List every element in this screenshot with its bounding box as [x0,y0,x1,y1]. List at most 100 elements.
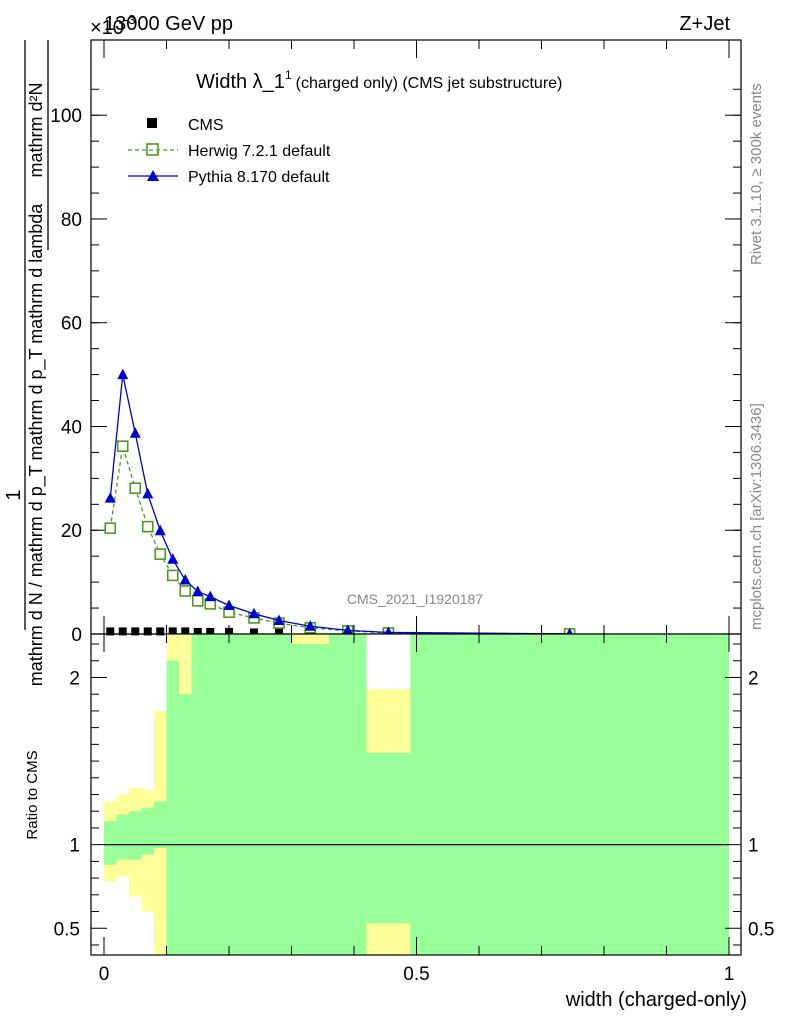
ratio-frame [90,633,742,956]
data-point-cms [193,627,202,636]
title-suffix: (charged only) (CMS jet substructure) [296,75,563,92]
legend-label-cms: CMS [188,117,224,134]
ratio-band-inner [104,821,117,865]
x-tick-label: 0 [99,964,110,985]
data-point-pythia [167,553,179,564]
chart-title: Width λ_11 (charged only) (CMS jet substr… [196,68,562,93]
y-tick-label-ratio: 0.5 [54,919,80,940]
ratio-axes: 0.5 0.5 1 1 2 2 0 0.5 1 [54,634,774,985]
main-axes: 0 20 40 60 80 100 [50,40,741,646]
y-tick-label-ratio-right: 0.5 [748,919,774,940]
ratio-band-inner [291,634,329,955]
data-point-cms [106,627,115,636]
data-point-pythia [342,624,354,635]
data-point-pythia [142,487,154,499]
data-point-herwig [129,482,142,495]
ylabel-prefix: 1 [3,489,25,500]
ratio-band-outer-cap [291,634,329,645]
legend: CMS Herwig 7.2.1 default Pythia 8.170 de… [128,117,331,186]
data-point-cms [275,628,283,637]
y-tick-label-main: 20 [61,521,82,542]
energy-label: 13000 GeV pp [104,13,233,35]
ratio-band-outer-floor [366,923,411,955]
x-tick-label: 0.5 [403,964,429,985]
legend-label-herwig: Herwig 7.2.1 default [188,143,331,160]
ratio-band-outer-cap [179,634,192,695]
y-tick-label-main: 80 [61,210,82,231]
exponent-label: ×10-3 [90,12,136,39]
process-label: Z+Jet [679,13,730,35]
y-tick-label-ratio: 1 [69,836,80,857]
ratio-band-inner [116,814,129,860]
rivet-label: Rivet 3.1.10, ≥ 300k events [748,83,765,265]
ratio-band-inner [216,634,242,955]
ratio-band-inner [329,634,367,955]
data-point-pythia [273,614,285,626]
exponent-power: -3 [124,12,136,27]
series-line [109,446,570,635]
y-tick-label-main: 100 [50,106,82,127]
ylabel-denominator: mathrm d N / mathrm d p_T mathrm d p_T m… [26,203,47,686]
data-point-pythia [304,620,316,631]
data-point-herwig [154,548,167,560]
main-plot-area: 0 20 40 60 80 100 CMS_2021_I1920187 [50,39,742,646]
data-point-pythia [179,574,191,585]
title-main: Width λ_1 [196,71,285,93]
ratio-band-inner [191,634,204,955]
data-point-cms [250,628,258,637]
legend-label-pythia: Pythia 8.170 default [188,169,330,186]
ratio-band-gap [366,634,411,690]
ratio-band-inner [241,634,267,955]
ratio-band-inner-fill [366,752,411,924]
data-point-pythia [117,368,129,380]
y-tick-label-main: 60 [61,314,82,335]
ratio-band-inner [410,634,729,955]
data-point-cms [168,627,177,636]
ylabel-numerator: mathrm d²N [26,82,46,177]
x-tick-label: 1 [724,964,735,985]
data-point-herwig [116,440,129,453]
data-point-herwig [104,522,117,534]
mcplots-label: mcplots.cern.ch [arXiv:1306.3436] [748,403,765,630]
data-point-pythia [154,524,166,536]
y-tick-label-ratio-right: 1 [748,836,759,857]
data-point-pythia [192,585,204,596]
y-axis-label-ratio: Ratio to CMS [24,750,41,839]
legend-marker-pythia [147,170,159,181]
data-point-cms [143,627,152,636]
y-tick-label-main: 40 [61,417,82,438]
data-point-cms [156,627,165,636]
data-point-herwig [191,594,204,607]
ratio-band-inner [204,634,217,955]
data-point-herwig [166,569,179,582]
data-point-herwig [179,585,192,597]
y-tick-label-ratio: 2 [69,668,80,689]
ratio-band-inner [129,811,142,860]
series-line [109,374,570,635]
data-point-pythia [248,607,260,619]
y-axis-label-main: 1 mathrm d²N mathrm d N / mathrm d p_T m… [3,40,49,686]
x-axis-label: width (charged-only) [565,989,747,1011]
data-point-pythia [223,599,235,610]
ratio-band-outer-cap [166,634,179,661]
y-tick-label-main: 0 [71,625,82,646]
data-point-cms [206,627,215,636]
title-sup: 1 [285,68,292,82]
data-point-cms [181,627,190,636]
watermark: CMS_2021_I1920187 [347,591,483,607]
ratio-bands [104,634,729,955]
exponent-base: ×10 [90,17,124,39]
ratio-band-outer-top [366,689,411,753]
ratio-band-inner [154,801,167,848]
data-point-cms [131,627,140,636]
data-point-herwig [141,520,154,533]
ratio-band-inner [141,807,154,855]
ratio-plot-area: 0.5 0.5 1 1 2 2 0 0.5 1 [54,633,774,985]
ratio-band-inner [179,634,192,955]
data-point-cms [225,627,233,636]
ratio-band-inner [166,634,179,955]
legend-marker-cms [147,118,157,128]
data-point-pythia [129,427,141,438]
series-layer [104,368,576,640]
